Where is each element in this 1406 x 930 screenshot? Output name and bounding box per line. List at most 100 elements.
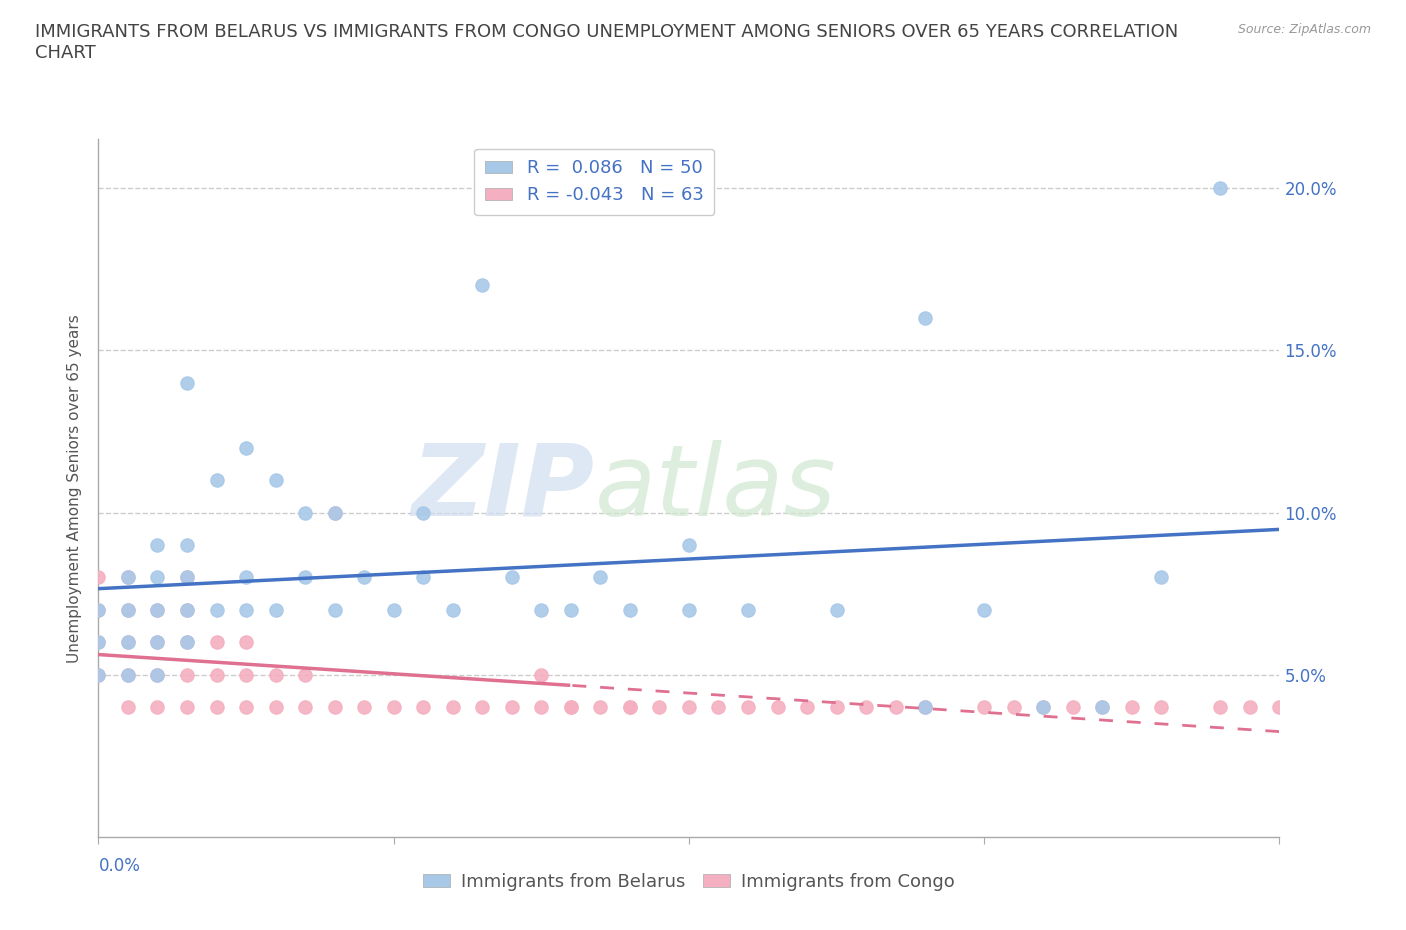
Point	[146, 603, 169, 618]
Point	[264, 668, 287, 683]
Point	[146, 699, 169, 714]
Point	[205, 668, 228, 683]
Point	[146, 635, 169, 650]
Point	[264, 472, 287, 487]
Point	[973, 603, 995, 618]
Text: IMMIGRANTS FROM BELARUS VS IMMIGRANTS FROM CONGO UNEMPLOYMENT AMONG SENIORS OVER: IMMIGRANTS FROM BELARUS VS IMMIGRANTS FR…	[35, 23, 1178, 62]
Point	[560, 603, 582, 618]
Point	[884, 699, 907, 714]
Point	[737, 603, 759, 618]
Point	[382, 699, 405, 714]
Point	[117, 570, 139, 585]
Point	[176, 635, 198, 650]
Point	[1032, 699, 1054, 714]
Point	[294, 505, 316, 520]
Point	[1002, 699, 1025, 714]
Point	[737, 699, 759, 714]
Point	[471, 699, 494, 714]
Point	[707, 699, 730, 714]
Point	[176, 570, 198, 585]
Point	[235, 635, 257, 650]
Point	[1239, 699, 1261, 714]
Point	[235, 570, 257, 585]
Point	[323, 699, 346, 714]
Point	[146, 603, 169, 618]
Point	[412, 699, 434, 714]
Point	[117, 635, 139, 650]
Point	[146, 635, 169, 650]
Point	[1268, 699, 1291, 714]
Point	[205, 635, 228, 650]
Point	[323, 505, 346, 520]
Point	[176, 668, 198, 683]
Point	[530, 603, 553, 618]
Text: atlas: atlas	[595, 440, 837, 537]
Point	[412, 505, 434, 520]
Point	[176, 635, 198, 650]
Point	[264, 699, 287, 714]
Point	[353, 570, 375, 585]
Point	[382, 603, 405, 618]
Point	[176, 699, 198, 714]
Point	[648, 699, 671, 714]
Y-axis label: Unemployment Among Seniors over 65 years: Unemployment Among Seniors over 65 years	[66, 314, 82, 662]
Point	[235, 699, 257, 714]
Point	[619, 699, 641, 714]
Point	[87, 570, 110, 585]
Point	[117, 603, 139, 618]
Point	[530, 699, 553, 714]
Point	[176, 603, 198, 618]
Point	[560, 699, 582, 714]
Point	[1121, 699, 1143, 714]
Text: ZIP: ZIP	[412, 440, 595, 537]
Point	[87, 603, 110, 618]
Point	[323, 603, 346, 618]
Point	[441, 699, 464, 714]
Point	[146, 570, 169, 585]
Point	[973, 699, 995, 714]
Point	[235, 603, 257, 618]
Point	[235, 668, 257, 683]
Point	[1032, 699, 1054, 714]
Point	[353, 699, 375, 714]
Point	[678, 603, 700, 618]
Point	[766, 699, 789, 714]
Point	[589, 570, 612, 585]
Point	[560, 699, 582, 714]
Point	[914, 699, 936, 714]
Point	[825, 603, 848, 618]
Point	[235, 440, 257, 455]
Point	[117, 603, 139, 618]
Legend: Immigrants from Belarus, Immigrants from Congo: Immigrants from Belarus, Immigrants from…	[416, 865, 962, 897]
Point	[914, 311, 936, 325]
Point	[205, 472, 228, 487]
Point	[176, 376, 198, 391]
Point	[146, 668, 169, 683]
Point	[117, 699, 139, 714]
Point	[205, 603, 228, 618]
Point	[501, 570, 523, 585]
Point	[87, 635, 110, 650]
Point	[1150, 699, 1173, 714]
Point	[1062, 699, 1084, 714]
Point	[294, 699, 316, 714]
Point	[501, 699, 523, 714]
Point	[530, 668, 553, 683]
Point	[205, 699, 228, 714]
Point	[678, 538, 700, 552]
Point	[1209, 180, 1232, 195]
Point	[1209, 699, 1232, 714]
Point	[589, 699, 612, 714]
Point	[294, 570, 316, 585]
Point	[678, 699, 700, 714]
Point	[264, 603, 287, 618]
Point	[87, 668, 110, 683]
Point	[294, 668, 316, 683]
Point	[117, 570, 139, 585]
Point	[412, 570, 434, 585]
Point	[855, 699, 877, 714]
Point	[117, 668, 139, 683]
Point	[1091, 699, 1114, 714]
Point	[441, 603, 464, 618]
Point	[87, 603, 110, 618]
